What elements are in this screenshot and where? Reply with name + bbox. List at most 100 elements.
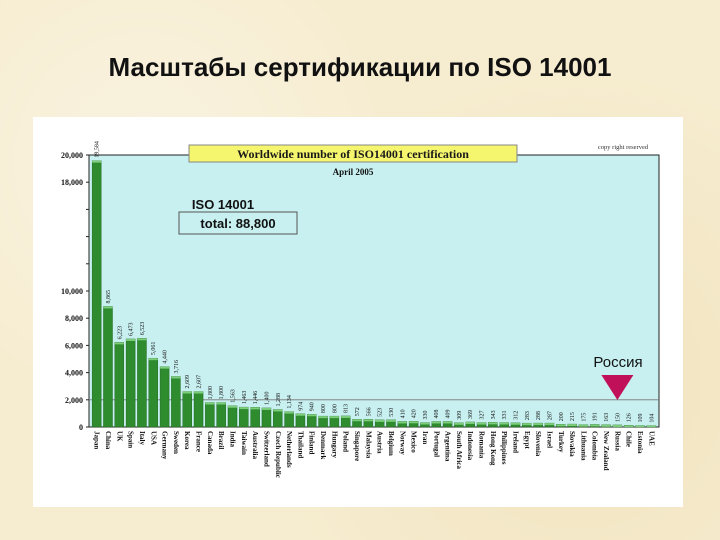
category-label: South Africa: [455, 431, 463, 469]
bar-top-highlight: [590, 424, 600, 427]
bar-china: [103, 306, 113, 428]
bar-top-highlight: [465, 421, 475, 424]
bar-top-highlight: [420, 422, 430, 425]
category-label: USA: [149, 431, 157, 445]
value-label: 5,061: [151, 342, 157, 356]
value-label: 566: [366, 407, 372, 416]
category-label: Singapore: [353, 431, 361, 461]
bar-spain: [125, 338, 136, 428]
category-label: Slovenia: [534, 431, 542, 457]
bar-top-highlight: [386, 419, 396, 422]
bar-top-highlight: [556, 424, 566, 427]
bar-usa: [148, 357, 158, 428]
value-label: 1,563: [231, 389, 237, 403]
bar-top-highlight: [397, 421, 407, 424]
category-label: Argentina: [444, 431, 452, 462]
bar-brazil: [216, 402, 226, 428]
bar-top-highlight: [431, 421, 441, 424]
bar-czech-republic: [273, 409, 283, 428]
value-label: 163: [604, 413, 610, 422]
bar-top-highlight: [205, 402, 215, 405]
value-label: 800: [321, 404, 327, 413]
value-label: 191: [593, 412, 599, 421]
russia-marker-icon: [601, 375, 634, 400]
category-label: Portugal: [432, 431, 440, 457]
value-label: 8,865: [106, 290, 112, 304]
bar-top-highlight: [318, 416, 328, 419]
value-label: 420: [412, 409, 418, 418]
bar-australia: [250, 407, 260, 428]
category-label: Egypt: [523, 431, 531, 450]
value-label: 523: [378, 408, 384, 417]
category-label: Poland: [342, 431, 350, 452]
value-label: 1,800: [219, 386, 225, 400]
value-label: 800: [332, 404, 338, 413]
bar-top-highlight: [646, 425, 656, 427]
value-label: 408: [434, 409, 440, 418]
category-label: Hong Kong: [489, 431, 497, 466]
bar-top-highlight: [409, 421, 419, 424]
bar-top-highlight: [341, 415, 351, 418]
value-label: 6,473: [129, 322, 135, 336]
category-label: Czech Republic: [274, 431, 282, 478]
bar-top-highlight: [522, 423, 532, 426]
category-label: Spain: [127, 431, 135, 448]
value-label: 215: [570, 412, 576, 421]
value-label: 3,716: [174, 360, 180, 374]
bar-uk: [114, 342, 125, 428]
bar-top-highlight: [160, 366, 170, 369]
russia-label: Россия: [593, 354, 642, 371]
slide-title: Масштабы сертификации по ISO 14001: [108, 52, 612, 82]
y-tick-label: 8,000: [65, 314, 83, 323]
y-tick-label: 0: [79, 423, 83, 432]
bar-top-highlight: [103, 306, 113, 309]
bar-top-highlight: [137, 338, 147, 341]
bar-top-highlight: [443, 421, 453, 424]
bar-top-highlight: [261, 407, 271, 410]
category-label: Norway: [398, 431, 406, 455]
bar-taiwain: [239, 406, 249, 428]
value-label: 2,607: [197, 375, 203, 389]
y-tick-label: 20,000: [61, 151, 83, 160]
category-label: Austria: [376, 431, 384, 454]
y-tick-label: 18,000: [61, 178, 83, 187]
bar-top-highlight: [295, 413, 305, 416]
value-label: 410: [400, 409, 406, 418]
category-label: Israel: [545, 431, 553, 448]
bar-top-highlight: [329, 416, 339, 419]
value-label: 283: [525, 411, 531, 420]
bar-top-highlight: [250, 407, 260, 410]
bar-top-highlight: [352, 419, 362, 422]
value-label: 409: [446, 409, 452, 418]
value-label: 327: [480, 411, 486, 420]
category-label: Italy: [138, 431, 146, 446]
bar-korea: [182, 391, 192, 428]
category-label: Turkey: [557, 431, 565, 453]
y-tick-label: 6,000: [65, 341, 83, 350]
plot-background: [88, 154, 660, 428]
category-label: UK: [115, 431, 123, 442]
bar-top-highlight: [148, 358, 158, 361]
value-label: 6,223: [117, 326, 123, 340]
category-label: Finland: [308, 431, 316, 454]
value-label: 1,800: [208, 386, 214, 400]
bar-top-highlight: [239, 407, 249, 410]
bar-sweden: [171, 376, 181, 428]
value-label: 343: [491, 410, 497, 419]
chart-title: Worldwide number of ISO14001 certificati…: [237, 147, 469, 161]
bar-top-highlight: [624, 425, 634, 427]
bar-top-highlight: [216, 402, 226, 405]
category-label: Estonia: [636, 431, 644, 454]
bar-switzerland: [261, 407, 272, 428]
russia-annotation: Россия: [593, 354, 643, 400]
value-label: 1,463: [242, 391, 248, 405]
category-label: France: [195, 431, 203, 452]
bar-top-highlight: [171, 376, 181, 379]
value-label: 940: [310, 402, 316, 411]
value-label: 1,446: [253, 391, 259, 405]
category-label: New Zealand: [602, 431, 610, 471]
bar-italy: [137, 338, 147, 428]
bar-top-highlight: [488, 422, 498, 425]
value-label: 6,523: [140, 322, 146, 336]
category-label: Taiwain: [240, 431, 248, 455]
